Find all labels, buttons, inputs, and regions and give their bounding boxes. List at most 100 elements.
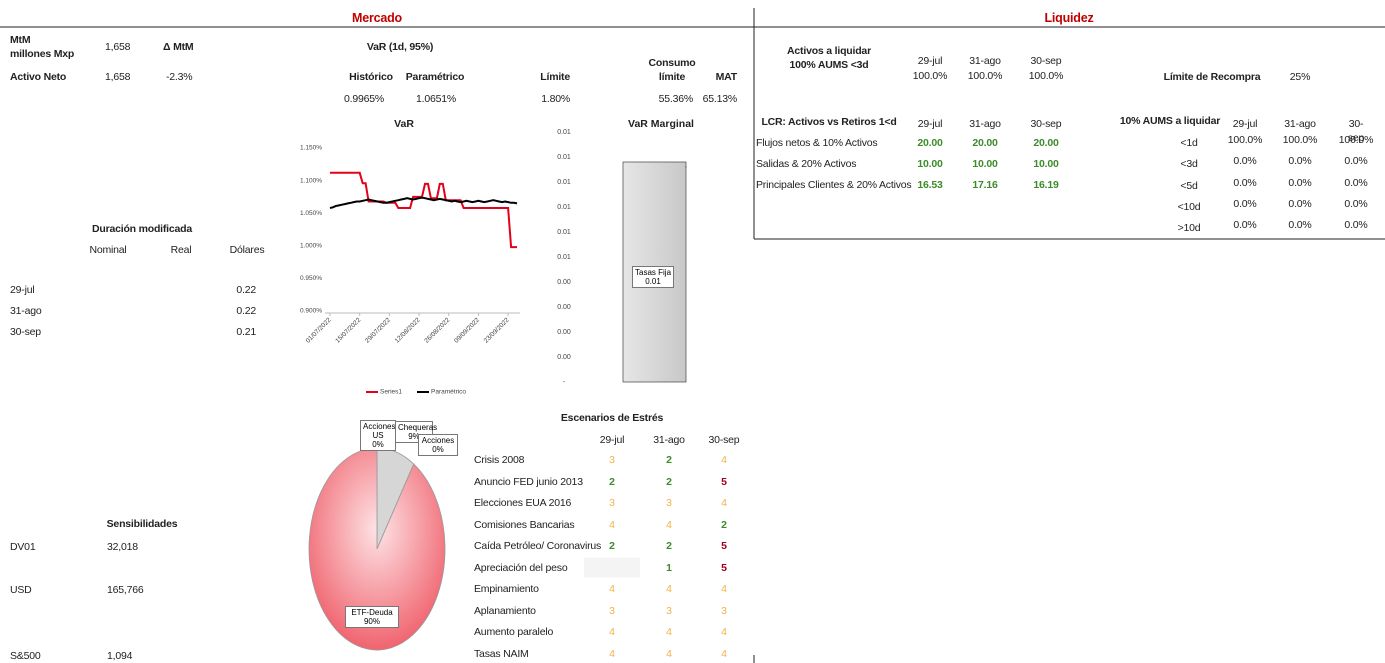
score: 3 (666, 497, 672, 509)
label: 0.0% (1288, 155, 1312, 168)
label: 0.9965% (343, 93, 385, 105)
y-tick-label: 0.00 (557, 329, 571, 336)
label: 0.0% (1233, 197, 1257, 210)
label: 0.0% (1288, 176, 1312, 189)
label: 30-sep (10, 326, 41, 338)
label: <5d (1180, 179, 1198, 192)
label: 10.00 (917, 158, 943, 170)
label: Límite (540, 71, 570, 83)
x-tick-label: 12/08/2022 (394, 316, 422, 344)
score: 4 (666, 583, 672, 595)
legend-label: Paramétrico (431, 389, 466, 396)
score: 3 (721, 604, 727, 617)
y-tick-label: 1.100% (300, 177, 322, 184)
score: 3 (609, 497, 615, 509)
score: 4 (609, 626, 615, 638)
label: 29-jul (10, 284, 35, 296)
label: 30-sep (1030, 118, 1062, 130)
label: 100.0% (912, 70, 948, 82)
score: 1 (666, 561, 672, 574)
label: 29-jul (917, 55, 943, 67)
y-tick-label: 0.900% (300, 308, 322, 315)
label: 30-sep (708, 434, 740, 446)
empty-cell (584, 557, 640, 578)
label: 25% (1289, 71, 1311, 83)
category: Tasas Fija (635, 268, 672, 277)
label: Anuncio FED junio 2013 (474, 475, 583, 488)
label: 32,018 (107, 541, 138, 553)
label: Apreciación del peso (474, 561, 568, 574)
pie-label: Acciones US 0% (360, 420, 396, 451)
label: Dólares (229, 244, 265, 256)
label: 31-ago (1284, 118, 1316, 130)
label: 17.16 (972, 179, 998, 191)
y-tick-label: 1.050% (300, 210, 322, 217)
score: 2 (666, 475, 672, 488)
label: Tasas NAIM (474, 647, 529, 660)
label: 100.0% (1028, 70, 1064, 82)
score: 4 (721, 626, 727, 638)
label: 1,094 (107, 650, 133, 662)
label: 0.0% (1288, 197, 1312, 210)
label: 100.0% (1282, 134, 1318, 146)
value: 9% (408, 432, 420, 441)
label: 30-sep (1347, 118, 1365, 144)
legend-label: Series1 (380, 389, 402, 396)
score: 4 (721, 497, 727, 509)
label: 100.0% (1338, 134, 1374, 146)
label: 16.53 (917, 179, 943, 191)
label: 30-sep (1030, 55, 1062, 67)
label: Crisis 2008 (474, 454, 525, 466)
y-tick-label: 0.01 (557, 254, 571, 261)
value: 0.01 (645, 277, 661, 286)
y-tick-label: 0.00 (557, 304, 571, 311)
label: Salidas & 20% Activos (756, 158, 857, 170)
label: -2.3% (166, 71, 193, 83)
label: 31-ago (10, 305, 42, 317)
label: Activos a liquidar 100% AUMS <3d (787, 45, 871, 71)
label: Δ MtM (163, 41, 194, 53)
label: Sensibilidades (106, 518, 178, 530)
label: MAT (715, 71, 738, 83)
label: 29-jul (917, 118, 943, 130)
category: Chequeras (398, 423, 438, 432)
label: 31-ago (969, 118, 1001, 130)
x-tick-label: 15/07/2022 (334, 316, 362, 344)
section-title: Liquidez (1044, 11, 1094, 25)
label: 10.00 (972, 158, 998, 170)
y-tick-label: 0.00 (557, 354, 571, 361)
score: 5 (721, 540, 727, 552)
label: 31-ago (969, 55, 1001, 67)
score: 5 (721, 561, 727, 574)
y-tick-label: 1.000% (300, 243, 322, 250)
pie-slice (308, 447, 446, 651)
score: 2 (721, 518, 727, 531)
label: 20.00 (972, 137, 998, 149)
label: Histórico (349, 71, 393, 83)
score: 4 (721, 647, 727, 660)
label: 20.00 (917, 137, 943, 149)
y-tick-label: 0.01 (557, 179, 571, 186)
chart-title: VaR Marginal (628, 118, 694, 130)
pie-label: Acciones 0% (418, 434, 458, 456)
data-label: Tasas Fija 0.01 (632, 266, 675, 288)
label: Nominal (89, 244, 127, 256)
label: 165,766 (107, 584, 144, 596)
label: VaR (1d, 95%) (366, 41, 434, 53)
score: 4 (666, 626, 672, 638)
score: 4 (609, 647, 615, 660)
category: ETF-Deuda (351, 608, 393, 617)
label: USD (10, 584, 32, 596)
label: Aumento paralelo (474, 626, 554, 638)
score: 3 (666, 604, 672, 617)
y-tick-label: 1.150% (300, 145, 322, 152)
label: 0.0% (1233, 155, 1257, 168)
y-tick-label: 0.01 (557, 154, 571, 161)
label: Principales Clientes & 20% Activos (756, 179, 912, 191)
label: 16.19 (1033, 179, 1059, 191)
score: 2 (666, 454, 672, 466)
x-tick-label: 09/09/2022 (453, 316, 481, 344)
y-tick-label: 0.01 (557, 229, 571, 236)
chart-title: VaR (394, 118, 414, 130)
